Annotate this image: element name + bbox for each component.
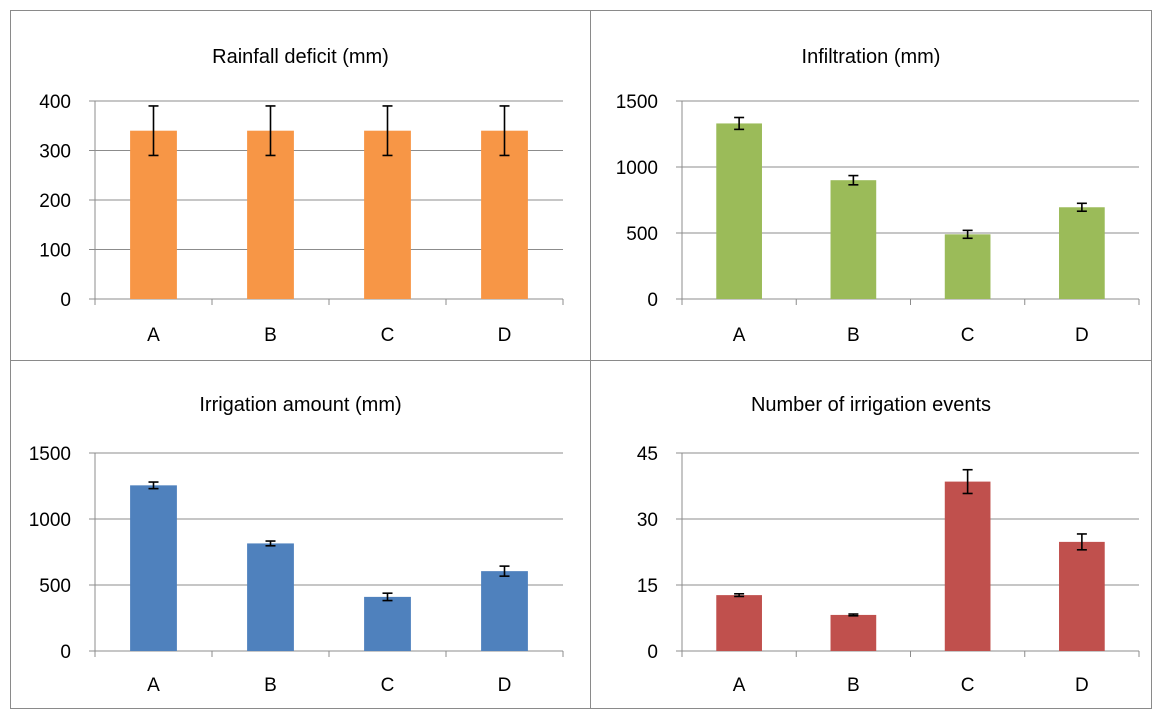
- x-tick-label: C: [381, 325, 395, 346]
- y-tick-label: 1500: [29, 444, 71, 465]
- y-tick-label: 300: [39, 142, 71, 163]
- y-tick-label: 400: [39, 92, 71, 113]
- y-tick-label: 200: [39, 191, 71, 212]
- x-tick-label: B: [847, 325, 860, 346]
- y-tick-label: 0: [60, 290, 71, 311]
- x-tick-label: C: [961, 675, 975, 696]
- irrigation-amount-chart: Irrigation amount (mm) 0 500 1000 1500 A B C D: [29, 394, 564, 696]
- y-tick-label: 100: [39, 241, 71, 262]
- infiltration-chart: Infiltration (mm) 0 500 1000 1500 A B C D: [616, 46, 1140, 346]
- y-tick-label: 0: [647, 290, 658, 311]
- x-tick-label: D: [1075, 325, 1089, 346]
- bar-a: [716, 123, 762, 299]
- y-tick-label: 30: [637, 510, 658, 531]
- rainfall-deficit-chart: Rainfall deficit (mm) 0 100 200 300 400 A B C D: [39, 46, 564, 346]
- irrigation-events-title: Number of irrigation events: [751, 394, 991, 416]
- x-tick-label: C: [381, 675, 395, 696]
- x-tick-label: B: [264, 675, 277, 696]
- error-bar-c: [962, 468, 973, 495]
- bar-a: [130, 130, 177, 299]
- error-bar-a: [734, 116, 745, 131]
- bar-c: [364, 130, 411, 299]
- error-bar-a: [148, 105, 159, 157]
- infiltration-title: Infiltration (mm): [802, 46, 941, 68]
- x-tick-label: B: [847, 675, 860, 696]
- rainfall-deficit-panel: Rainfall deficit (mm) 0 100 200 300 400 A B C D: [10, 10, 591, 361]
- bar-b: [830, 180, 877, 299]
- error-bar-c: [382, 592, 393, 602]
- bar-b: [247, 543, 294, 651]
- error-bar-b: [265, 540, 276, 547]
- x-tick-label: A: [147, 675, 160, 696]
- x-tick-label: D: [1075, 675, 1089, 696]
- error-bar-a: [148, 481, 159, 490]
- error-bar-c: [382, 105, 393, 157]
- irrigation-events-chart: Number of irrigation events 0 15 30 45 A B C D: [637, 394, 1140, 696]
- error-bar-b: [265, 105, 276, 157]
- y-tick-label: 45: [637, 444, 658, 465]
- bar-a: [716, 595, 762, 651]
- y-tick-label: 500: [39, 576, 71, 597]
- error-bar-d: [1076, 202, 1087, 213]
- bar-c: [944, 234, 991, 299]
- x-tick-label: A: [733, 325, 746, 346]
- y-tick-label: 0: [647, 642, 658, 663]
- infiltration-panel: Infiltration (mm) 0 500 1000 1500 A B C D: [590, 10, 1152, 361]
- x-tick-label: A: [147, 325, 160, 346]
- x-tick-label: C: [961, 325, 975, 346]
- error-bar-b: [848, 613, 859, 617]
- rainfall-deficit-title: Rainfall deficit (mm): [212, 46, 389, 68]
- y-tick-label: 0: [60, 642, 71, 663]
- bar-d: [481, 571, 528, 651]
- bar-c: [944, 481, 991, 651]
- y-tick-label: 1000: [29, 510, 71, 531]
- y-tick-label: 1500: [616, 92, 658, 113]
- y-tick-label: 1000: [616, 158, 658, 179]
- error-bar-a: [734, 593, 745, 598]
- bar-b: [247, 130, 294, 299]
- bar-c: [364, 596, 411, 651]
- irrigation-events-panel: Number of irrigation events 0 15 30 45 A B C D: [590, 360, 1152, 709]
- bar-d: [481, 130, 528, 299]
- error-bar-d: [1076, 533, 1087, 551]
- error-bar-c: [962, 229, 973, 240]
- bar-d: [1059, 207, 1105, 299]
- irrigation-amount-panel: Irrigation amount (mm) 0 500 1000 1500 A B C D: [10, 360, 591, 709]
- x-tick-label: B: [264, 325, 277, 346]
- x-tick-label: A: [733, 675, 746, 696]
- error-bar-d: [499, 105, 510, 157]
- bar-a: [130, 485, 177, 651]
- bar-d: [1059, 541, 1105, 651]
- y-tick-label: 500: [626, 224, 658, 245]
- error-bar-d: [499, 565, 510, 577]
- bar-b: [830, 614, 877, 651]
- y-tick-label: 15: [637, 576, 658, 597]
- error-bar-b: [848, 174, 859, 186]
- irrigation-amount-title: Irrigation amount (mm): [199, 394, 401, 416]
- x-tick-label: D: [498, 325, 512, 346]
- x-tick-label: D: [498, 675, 512, 696]
